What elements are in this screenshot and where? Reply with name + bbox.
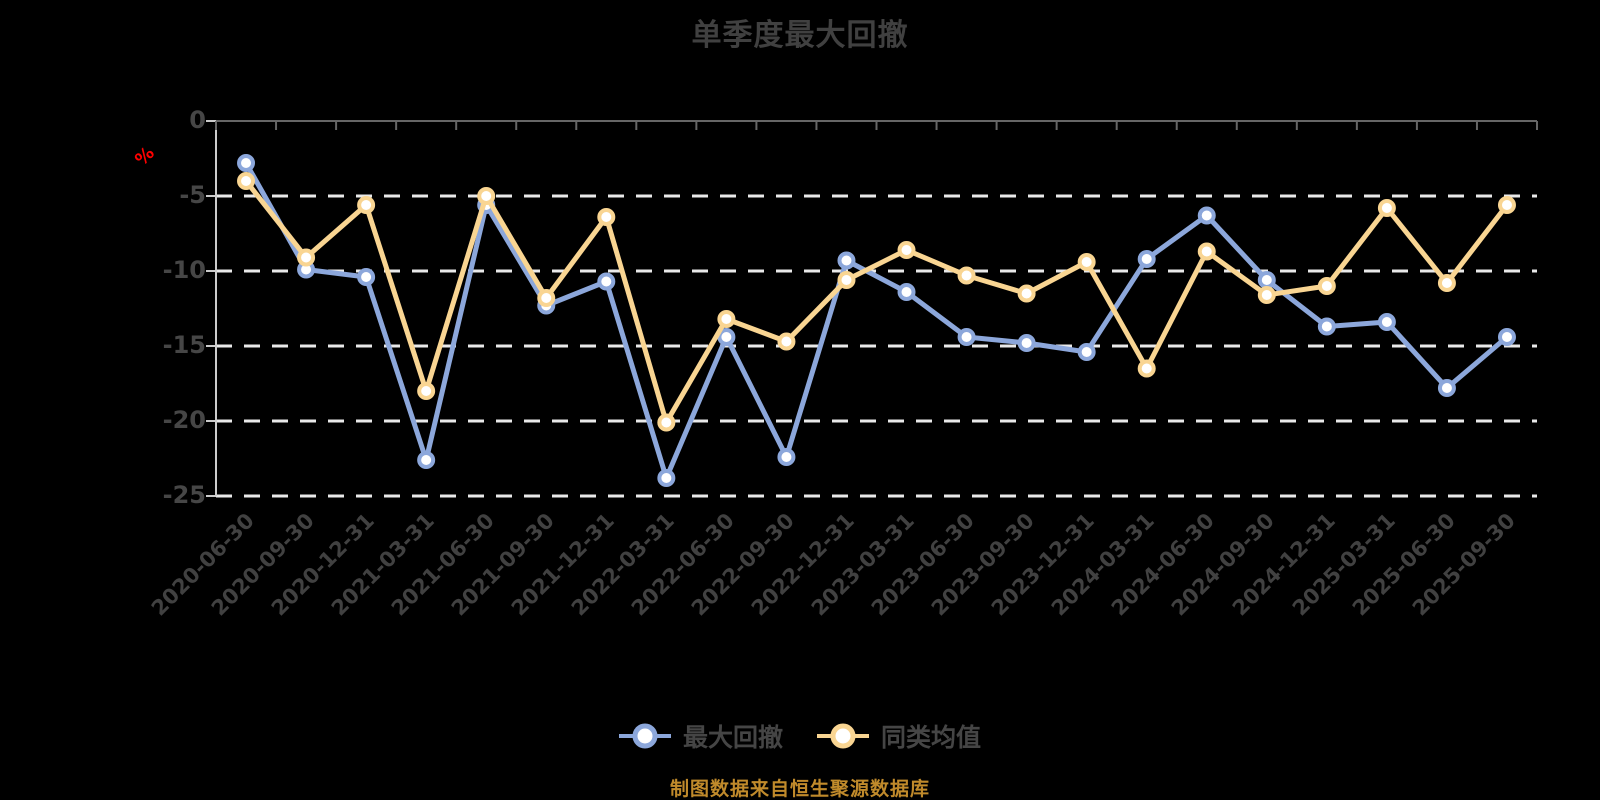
data-source-attribution: 制图数据来自恒生聚源数据库 [669,778,930,800]
data-point [657,469,676,487]
data-point [297,248,316,267]
data-point [1377,313,1396,331]
data-point [1017,284,1036,303]
chart-title: 单季度最大回撤 [691,18,909,53]
data-point [477,187,496,205]
data-point [957,328,976,346]
data-point [357,196,376,214]
data-point [537,289,556,307]
data-point [1017,334,1036,352]
data-point [1317,317,1336,336]
data-point [957,266,976,285]
y-tick-label: -20 [162,406,206,434]
category-average-marker-icon [817,723,869,749]
y-tick-label: -10 [162,256,206,284]
data-point [597,272,616,291]
data-point [777,332,796,351]
data-point [597,208,616,226]
y-tick-label: -5 [179,181,206,209]
data-point [417,451,436,469]
legend-item-max-drawdown[interactable]: 最大回撤 [618,718,783,754]
legend-item-category-average[interactable]: 同类均值 [817,718,981,754]
data-point [717,328,736,346]
y-tick-label: -15 [162,331,206,359]
data-point [1497,328,1516,346]
data-point [237,154,256,172]
legend-label-max-drawdown: 最大回撤 [682,723,783,752]
data-point [897,241,916,259]
series-line-0 [243,160,1510,481]
max-drawdown-marker-icon [618,723,671,749]
data-point [837,271,856,289]
data-point [1497,196,1516,214]
data-point [897,283,916,301]
y-tick-label: 0 [189,106,206,134]
y-tick-label: -25 [162,481,206,509]
data-point [1137,250,1156,268]
data-point [357,268,376,286]
data-point [1257,271,1276,289]
legend-label-category-average: 同类均值 [881,723,982,752]
data-point [1437,379,1456,397]
legend: 最大回撤 同类均值 [0,718,1600,754]
data-point [1197,206,1216,225]
data-point [417,382,436,400]
data-point [1317,277,1336,295]
data-point [1077,343,1096,361]
data-point [1377,199,1396,217]
data-point [1197,242,1216,261]
data-point [717,310,736,328]
data-point [237,172,256,190]
data-point [837,251,856,270]
series-line-1 [243,178,1510,425]
data-point [1077,253,1096,271]
data-point [657,413,676,432]
data-point [777,448,796,466]
data-point [1137,359,1156,378]
data-point [1437,274,1456,292]
data-point [1257,286,1276,304]
